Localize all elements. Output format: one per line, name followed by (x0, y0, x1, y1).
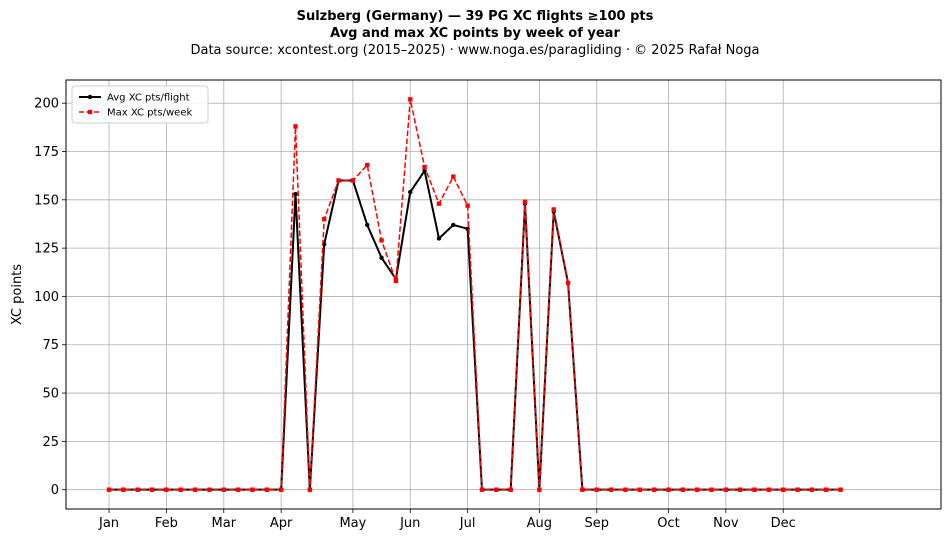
max-point (221, 487, 226, 492)
max-point (781, 487, 786, 492)
x-tick-label: Jul (459, 516, 476, 531)
max-point (235, 487, 241, 492)
x-tick-label: Mar (212, 516, 237, 531)
avg-point (451, 222, 456, 228)
grid-lines (66, 80, 941, 509)
y-tick-label: 150 (34, 193, 59, 208)
x-tick-label: Feb (155, 516, 178, 531)
avg-point (408, 189, 413, 195)
avg-series-line (109, 169, 841, 491)
max-point (250, 487, 255, 492)
max-point (121, 487, 126, 492)
max-point (508, 487, 513, 492)
max-point (451, 174, 456, 179)
max-point (465, 203, 470, 208)
max-point (192, 487, 198, 492)
max-point (723, 487, 729, 492)
max-point (694, 487, 700, 492)
max-point (824, 487, 829, 492)
y-axis-label: XC points (10, 264, 25, 325)
max-series-line (109, 98, 841, 491)
max-point (594, 487, 599, 492)
series-layer (106, 97, 843, 492)
y-axis-ticks: 0 25 50 75 100 125 150 175 200 (34, 97, 66, 498)
max-point (264, 487, 270, 492)
x-tick-label: Aug (527, 516, 552, 531)
max-point (106, 487, 112, 492)
max-point (336, 178, 341, 183)
max-point (752, 487, 757, 492)
max-point (135, 487, 140, 492)
x-tick-label: Jun (399, 516, 420, 531)
max-point (408, 97, 413, 102)
max-point (350, 178, 356, 183)
max-point (666, 487, 671, 492)
chart-subtitle: Data source: xcontest.org (2015–2025) · … (190, 43, 760, 58)
max-point (494, 487, 499, 492)
x-tick-label: Jan (98, 516, 119, 531)
max-point (178, 487, 183, 492)
max-point (522, 199, 528, 204)
legend-avg-marker (87, 94, 93, 100)
x-tick-label: Nov (713, 516, 739, 531)
max-point (809, 487, 815, 492)
legend-label: Max XC pts/week (107, 108, 192, 119)
max-point (365, 162, 370, 168)
max-point (307, 487, 313, 492)
max-point (422, 164, 427, 170)
legend-max-marker (87, 109, 93, 115)
max-point (838, 487, 843, 492)
max-point (608, 487, 614, 492)
legend: Avg XC pts/flight Max XC pts/week (71, 85, 209, 124)
max-point (623, 487, 628, 492)
max-point (580, 487, 585, 492)
max-point (565, 280, 571, 286)
y-tick-label: 200 (34, 97, 59, 112)
max-point (680, 487, 686, 492)
avg-point (365, 222, 370, 228)
max-point (537, 487, 542, 492)
max-point (651, 487, 657, 492)
max-point (737, 487, 743, 492)
avg-point (293, 191, 298, 197)
max-point (795, 487, 800, 492)
max-point (164, 487, 169, 492)
max-point (293, 124, 298, 129)
max-point (393, 278, 399, 284)
y-tick-label: 0 (51, 483, 59, 498)
max-point (637, 487, 642, 492)
legend-box (71, 85, 209, 124)
max-point (551, 207, 556, 212)
max-point (709, 487, 714, 492)
y-tick-label: 50 (42, 387, 59, 402)
y-tick-label: 125 (34, 242, 59, 257)
max-point (207, 487, 212, 492)
avg-point (436, 236, 442, 241)
max-point (321, 216, 327, 222)
y-tick-label: 25 (42, 435, 59, 450)
legend-label: Avg XC pts/flight (107, 93, 190, 104)
max-point (278, 487, 284, 492)
y-tick-label: 175 (34, 145, 59, 160)
chart-title-line2: Avg and max XC points by week of year (330, 26, 620, 41)
x-tick-label: Apr (270, 516, 293, 531)
x-tick-label: Oct (657, 516, 679, 531)
x-tick-label: Dec (771, 516, 796, 531)
x-tick-label: May (339, 516, 366, 531)
avg-point (379, 255, 384, 260)
max-point (149, 487, 155, 492)
max-point (766, 487, 772, 492)
max-point (479, 487, 485, 492)
max-point (379, 238, 384, 243)
y-tick-label: 100 (34, 290, 59, 305)
plot-frame (65, 79, 942, 510)
chart-title: Sulzberg (Germany) — 39 PG XC flights ≥1… (296, 9, 654, 24)
x-axis-ticks: Jan Feb Mar Apr May Jun Jul Aug Sep Oct Nov Dec (98, 509, 796, 531)
max-point (436, 201, 442, 206)
y-tick-label: 75 (42, 338, 59, 353)
chart-titles: Sulzberg (Germany) — 39 PG XC flights ≥1… (0, 8, 950, 59)
x-tick-label: Sep (584, 516, 609, 531)
